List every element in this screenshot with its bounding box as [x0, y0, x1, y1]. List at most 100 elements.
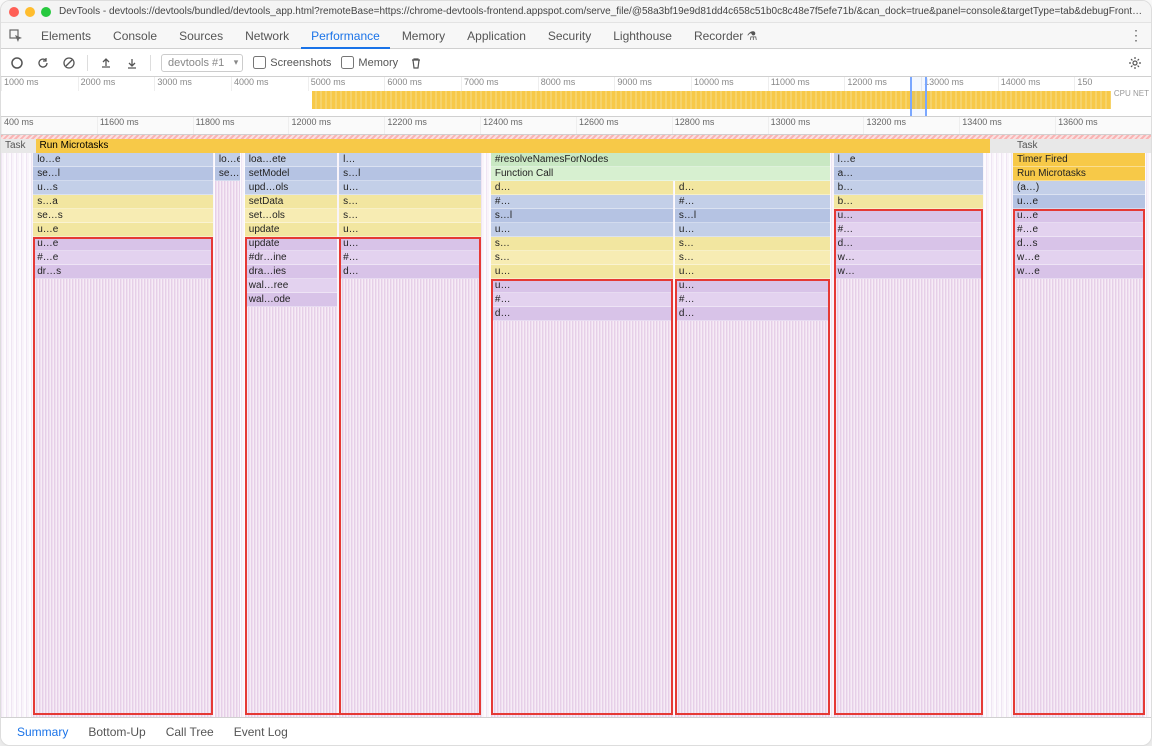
flame-frame[interactable]: b… [834, 181, 984, 195]
flame-frame[interactable]: u… [491, 265, 673, 279]
panel-tab-lighthouse[interactable]: Lighthouse [603, 23, 682, 49]
flame-frame[interactable]: s…l [491, 209, 673, 223]
flame-frame[interactable]: a… [834, 167, 984, 181]
flame-frame[interactable]: se…s [33, 209, 212, 223]
task-segment[interactable]: Task [1, 139, 36, 153]
flame-frame[interactable]: update [245, 237, 337, 251]
flame-frame[interactable]: upd…ols [245, 181, 337, 195]
upload-icon[interactable] [98, 55, 114, 71]
flame-frame[interactable]: u…e [33, 237, 212, 251]
flame-frame[interactable]: d… [491, 307, 673, 321]
flame-frame[interactable]: s… [339, 209, 480, 223]
flame-frame[interactable]: s…l [339, 167, 480, 181]
close-icon[interactable] [9, 7, 19, 17]
panel-tab-application[interactable]: Application [457, 23, 536, 49]
flame-frame[interactable]: l…e [834, 153, 984, 167]
flame-frame[interactable]: #… [491, 195, 673, 209]
flame-frame[interactable]: #… [491, 293, 673, 307]
flame-frame[interactable]: update [245, 223, 337, 237]
flame-frame[interactable]: #… [834, 223, 984, 237]
flame-frame[interactable]: setData [245, 195, 337, 209]
gear-icon[interactable] [1127, 55, 1143, 71]
flame-frame[interactable]: d… [834, 237, 984, 251]
flame-frame[interactable]: setModel [245, 167, 337, 181]
flame-frame[interactable]: s… [675, 237, 830, 251]
flame-frame[interactable]: u…s [33, 181, 212, 195]
flame-frame[interactable]: u…e [1013, 195, 1145, 209]
flame-frame[interactable]: #…e [1013, 223, 1145, 237]
flame-frame[interactable]: u… [491, 279, 673, 293]
flame-frame[interactable]: wal…ode [245, 293, 337, 307]
flame-frame[interactable]: s… [675, 251, 830, 265]
clear-icon[interactable] [61, 55, 77, 71]
timeline-overview[interactable]: 1000 ms2000 ms3000 ms4000 ms5000 ms6000 … [1, 77, 1151, 117]
flame-frame[interactable]: (a…) [1013, 181, 1145, 195]
flame-frame[interactable]: d…s [1013, 237, 1145, 251]
flame-frame[interactable]: s… [491, 251, 673, 265]
minimize-icon[interactable] [25, 7, 35, 17]
flame-frame[interactable]: u… [834, 209, 984, 223]
flame-frame[interactable]: u… [491, 223, 673, 237]
flame-frame[interactable]: Run Microtasks [1013, 167, 1145, 181]
flame-frame[interactable]: u… [675, 223, 830, 237]
flame-frame[interactable]: w…e [1013, 265, 1145, 279]
flame-frame[interactable]: l… [339, 153, 480, 167]
flame-frame[interactable]: w…e [1013, 251, 1145, 265]
flame-chart[interactable]: #resolveNamesForNodesFunction Calllo…ese… [1, 153, 1151, 717]
task-segment[interactable]: Task [1013, 139, 1151, 153]
more-icon[interactable]: ⋮ [1121, 27, 1151, 44]
flame-frame[interactable]: dra…ies [245, 265, 337, 279]
flame-frame[interactable]: se…l [215, 167, 240, 181]
flame-frame[interactable]: d… [491, 181, 673, 195]
flame-frame[interactable]: b… [834, 195, 984, 209]
flame-frame[interactable]: d… [339, 265, 480, 279]
details-tab-summary[interactable]: Summary [9, 721, 76, 743]
flame-frame[interactable]: u… [675, 279, 830, 293]
maximize-icon[interactable] [41, 7, 51, 17]
task-segment[interactable]: Run Microtasks [36, 139, 991, 153]
flame-frame[interactable]: lo…e [33, 153, 212, 167]
flame-frame[interactable]: u… [339, 223, 480, 237]
flame-frame[interactable]: u… [675, 265, 830, 279]
panel-tab-console[interactable]: Console [103, 23, 167, 49]
flame-frame[interactable]: u… [339, 181, 480, 195]
flame-frame[interactable]: d… [675, 181, 830, 195]
flame-frame[interactable]: #dr…ine [245, 251, 337, 265]
reload-icon[interactable] [35, 55, 51, 71]
flame-frame[interactable]: lo…e [215, 153, 240, 167]
flame-frame[interactable]: s… [491, 237, 673, 251]
flame-frame[interactable]: #… [675, 293, 830, 307]
flame-frame[interactable]: s…l [675, 209, 830, 223]
panel-tab-security[interactable]: Security [538, 23, 601, 49]
trash-icon[interactable] [408, 55, 424, 71]
flame-frame[interactable]: d… [675, 307, 830, 321]
flame-frame[interactable]: u… [339, 237, 480, 251]
flame-frame[interactable]: s… [339, 195, 480, 209]
flame-frame[interactable]: se…l [33, 167, 212, 181]
flame-frame[interactable]: w… [834, 265, 984, 279]
flame-frame[interactable]: #…e [33, 251, 212, 265]
flame-frame[interactable]: s…a [33, 195, 212, 209]
flame-frame[interactable]: w… [834, 251, 984, 265]
inspect-icon[interactable] [7, 27, 25, 45]
panel-tab-memory[interactable]: Memory [392, 23, 455, 49]
memory-checkbox[interactable]: Memory [341, 56, 398, 69]
screenshots-checkbox[interactable]: Screenshots [253, 56, 331, 69]
profile-selector[interactable]: devtools #1 [161, 54, 243, 72]
panel-tab-recorder[interactable]: Recorder ⚗ [684, 23, 767, 49]
record-icon[interactable] [9, 55, 25, 71]
task-segment[interactable] [990, 139, 1013, 153]
panel-tab-performance[interactable]: Performance [301, 23, 390, 49]
flame-frame[interactable]: set…ols [245, 209, 337, 223]
flame-frame[interactable]: #… [339, 251, 480, 265]
overview-selection[interactable] [910, 77, 927, 116]
flame-frame[interactable]: u…e [1013, 209, 1145, 223]
panel-tab-sources[interactable]: Sources [169, 23, 233, 49]
flame-frame[interactable]: Timer Fired [1013, 153, 1145, 167]
panel-tab-elements[interactable]: Elements [31, 23, 101, 49]
flame-frame[interactable]: #… [675, 195, 830, 209]
details-tab-bottomup[interactable]: Bottom-Up [80, 721, 153, 743]
panel-tab-network[interactable]: Network [235, 23, 299, 49]
download-icon[interactable] [124, 55, 140, 71]
flame-frame[interactable]: wal…ree [245, 279, 337, 293]
